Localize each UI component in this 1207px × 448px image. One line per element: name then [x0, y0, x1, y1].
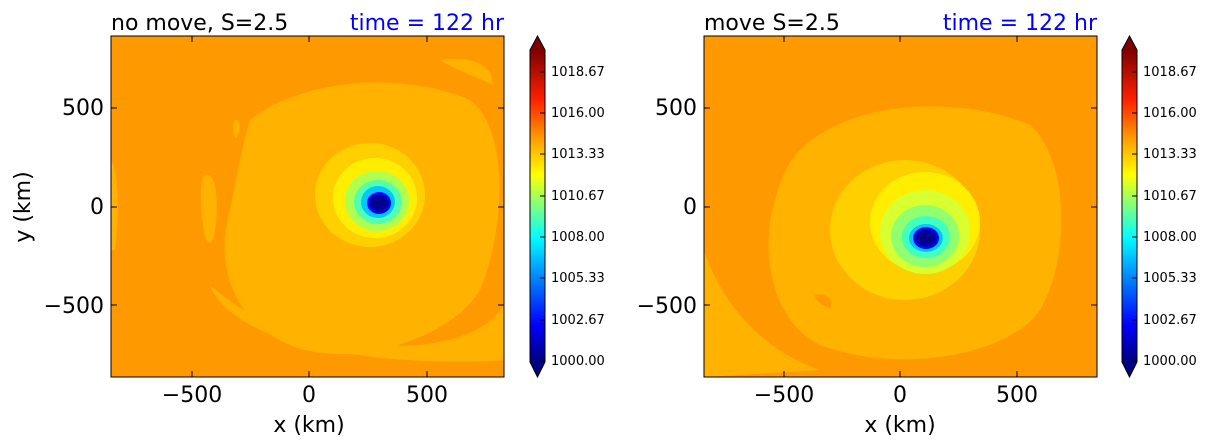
colorbar-tick-label: 1016.00	[1143, 106, 1197, 121]
cyclone-core	[916, 230, 936, 246]
tick-marks	[704, 36, 1097, 377]
tick-marks	[111, 36, 504, 377]
x-tick-label: −500	[754, 383, 814, 408]
x-tick-label: 500	[406, 383, 448, 408]
colorbar-tick-label: 1008.00	[1143, 230, 1197, 245]
colorbar-scale	[530, 50, 545, 362]
colorbar: 1000.00 1002.67 1005.33 1008.00 1010.67 …	[1121, 34, 1197, 379]
panel-title: move S=2.5	[704, 11, 840, 36]
spiral-band	[815, 294, 832, 308]
colorbar-tick-label: 1016.00	[551, 106, 605, 121]
x-axis-label: x (km)	[864, 413, 935, 438]
colorbar: 1000.00 1002.67 1005.33 1008.00 1010.67 …	[529, 34, 605, 379]
spiral-band	[440, 58, 493, 85]
colorbar-scale	[1122, 50, 1137, 362]
colorbar-tick-label: 1000.00	[551, 354, 605, 369]
x-tick-label: 0	[893, 383, 907, 408]
panel-time-label: time = 122 hr	[943, 11, 1098, 36]
y-tick-label: −500	[44, 294, 104, 319]
pressure-field	[111, 36, 504, 377]
spiral-band	[704, 250, 820, 377]
colorbar-tick-label: 1002.67	[1143, 313, 1197, 328]
y-tick-label: −500	[637, 294, 697, 319]
panel-time-label: time = 122 hr	[350, 11, 505, 36]
x-tick-label: 500	[996, 383, 1038, 408]
colorbar-tick-label: 1000.00	[1143, 354, 1197, 369]
colorbar-tick-label: 1008.00	[551, 230, 605, 245]
x-axis-label: x (km)	[273, 413, 344, 438]
spiral-band	[200, 174, 217, 243]
panel-title: no move, S=2.5	[111, 11, 288, 36]
panel-no-move: no move, S=2.5 time = 122 hr	[11, 11, 605, 438]
cyclone-core	[370, 195, 388, 211]
colorbar-tick-label: 1010.67	[551, 189, 605, 204]
colorbar-min-arrow	[530, 362, 545, 377]
y-axis-label: y (km)	[11, 171, 36, 242]
colorbar-max-arrow	[530, 36, 545, 50]
colorbar-tick-label: 1005.33	[1143, 271, 1197, 286]
colorbar-max-arrow	[1122, 36, 1137, 50]
y-tick-label: 500	[62, 96, 104, 121]
colorbar-tick-label: 1013.33	[551, 147, 605, 162]
spiral-band	[210, 285, 504, 362]
colorbar-tick-label: 1018.67	[551, 65, 605, 80]
spiral-band	[111, 160, 118, 250]
colorbar-tick-label: 1013.33	[1143, 147, 1197, 162]
colorbar-min-arrow	[1122, 362, 1137, 377]
colorbar-tick-label: 1005.33	[551, 271, 605, 286]
colorbar-tick-label: 1010.67	[1143, 189, 1197, 204]
x-tick-label: −500	[162, 383, 222, 408]
spiral-band	[232, 119, 240, 138]
colorbar-tick-label: 1018.67	[1143, 65, 1197, 80]
x-tick-label: 0	[302, 383, 316, 408]
panel-move: move S=2.5 time = 122 hr −500 0 500 500	[637, 11, 1197, 438]
y-tick-label: 0	[683, 195, 697, 220]
y-tick-label: 500	[655, 96, 697, 121]
y-tick-label: 0	[90, 195, 104, 220]
colorbar-tick-label: 1002.67	[551, 313, 605, 328]
pressure-field	[704, 36, 1097, 377]
